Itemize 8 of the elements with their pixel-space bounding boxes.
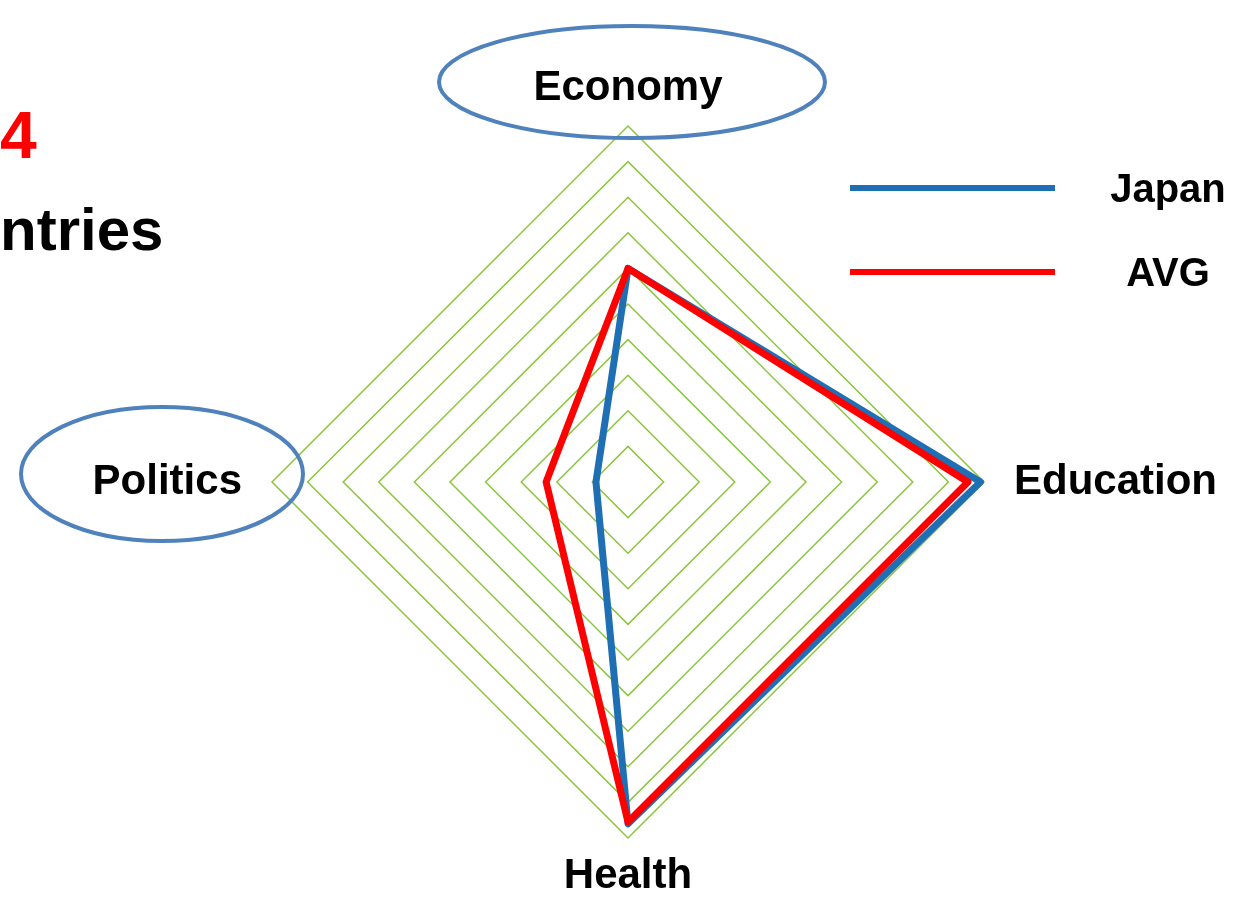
text: ntries — [0, 196, 164, 263]
spoke-label: Education — [1014, 456, 1218, 503]
spoke-label: Politics — [92, 456, 242, 503]
spoke-label: Health — [563, 850, 693, 897]
text: Japan — [1110, 166, 1226, 210]
text: AVG — [1126, 250, 1210, 294]
spoke-label: Economy — [533, 62, 724, 109]
text: 4 — [0, 98, 37, 172]
